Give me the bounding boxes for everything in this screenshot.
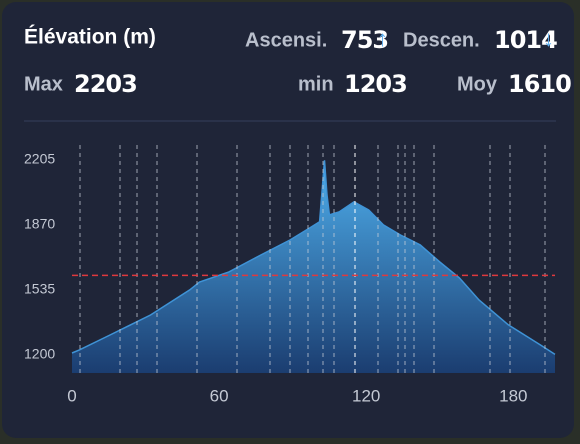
ascent-value: 753 bbox=[341, 26, 388, 54]
min-label: min bbox=[298, 73, 334, 95]
x-tick-label: 60 bbox=[210, 386, 229, 405]
waypoint-markers bbox=[79, 145, 546, 373]
y-tick-label: 1535 bbox=[24, 281, 55, 297]
y-tick-label: 1870 bbox=[24, 216, 55, 232]
area-fill bbox=[72, 160, 555, 373]
title: Élévation (m) bbox=[24, 26, 156, 49]
max-label: Max bbox=[24, 73, 63, 95]
x-tick-label: 120 bbox=[352, 386, 380, 405]
y-tick-label: 2205 bbox=[24, 151, 55, 167]
x-tick-label: 0 bbox=[67, 386, 76, 405]
min-value: 1203 bbox=[344, 70, 407, 98]
x-tick-label: 180 bbox=[499, 386, 527, 405]
ascent-arrow: ↑ bbox=[377, 26, 388, 51]
descent-label: Descen. bbox=[403, 29, 480, 51]
max-value: 2203 bbox=[74, 70, 137, 98]
descent-arrow: ↓ bbox=[543, 26, 554, 51]
mean-value: 1610 bbox=[508, 70, 571, 98]
mean-label: Moy bbox=[457, 73, 498, 95]
overlay: 1200 1535 1870 2205 0 60 120 180 bbox=[24, 151, 555, 405]
y-tick-label: 1200 bbox=[24, 346, 55, 362]
descent-value: 1014 bbox=[494, 26, 557, 54]
ascent-label: Ascensi. bbox=[245, 29, 327, 51]
